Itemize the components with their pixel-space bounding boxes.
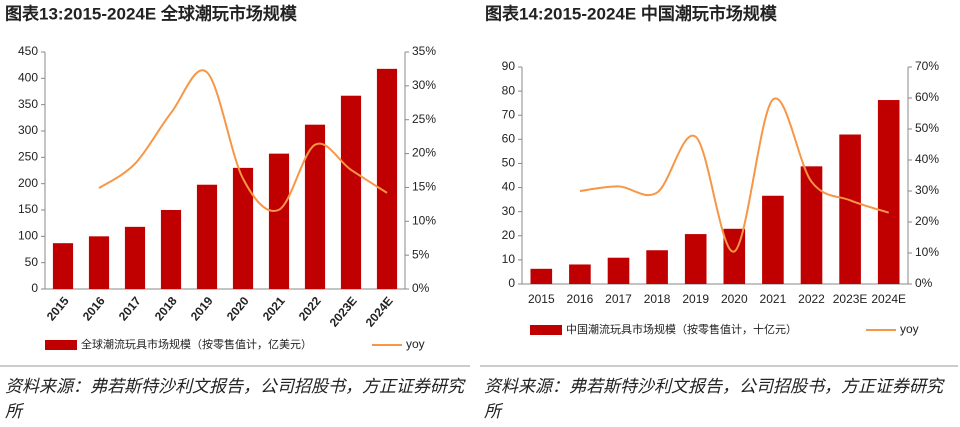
x-tick-label: 2024E bbox=[363, 294, 396, 330]
chart-title: 图表13:2015-2024E 全球潮玩市场规模 bbox=[5, 3, 298, 23]
x-tick-label: 2015 bbox=[44, 294, 72, 324]
y2-tick-label: 50% bbox=[915, 121, 939, 135]
y2-tick-label: 70% bbox=[915, 59, 939, 73]
y2-tick-label: 60% bbox=[915, 90, 939, 104]
source-note: 资料来源：弗若斯特沙利文报告，公司招股书，方正证券研究所 bbox=[484, 377, 943, 422]
y-tick-label: 0 bbox=[31, 281, 38, 295]
y-tick-label: 400 bbox=[18, 71, 38, 85]
y2-tick-label: 10% bbox=[412, 213, 436, 227]
y-tick-label: 200 bbox=[18, 176, 38, 190]
bar bbox=[52, 243, 74, 289]
legend-label: yoy bbox=[406, 337, 425, 351]
y2-tick-label: 25% bbox=[412, 112, 436, 126]
y2-tick-label: 40% bbox=[915, 152, 939, 166]
y-tick-label: 20 bbox=[502, 228, 516, 242]
bar bbox=[607, 257, 630, 284]
y2-tick-label: 20% bbox=[412, 146, 436, 160]
legend-label: 全球潮流玩具市场规模（按零售值计，亿美元） bbox=[81, 337, 312, 351]
y-tick-label: 60 bbox=[502, 132, 516, 146]
bar bbox=[88, 236, 110, 289]
legend-swatch bbox=[45, 340, 77, 350]
y-tick-label: 150 bbox=[18, 202, 38, 216]
x-tick-label: 2017 bbox=[605, 292, 632, 306]
yoy-line bbox=[579, 97, 890, 253]
y2-tick-label: 30% bbox=[412, 78, 436, 92]
x-tick-label: 2023E bbox=[327, 294, 360, 330]
y-tick-label: 300 bbox=[18, 123, 38, 137]
x-tick-label: 2024E bbox=[871, 292, 906, 306]
x-tick-label: 2018 bbox=[152, 294, 180, 324]
bar bbox=[839, 134, 861, 284]
x-tick-label: 2017 bbox=[116, 294, 144, 324]
yoy-line bbox=[98, 69, 388, 212]
bar bbox=[268, 153, 290, 289]
x-tick-label: 2022 bbox=[296, 294, 324, 324]
bar bbox=[569, 264, 591, 284]
bar bbox=[232, 167, 254, 289]
bar bbox=[762, 195, 784, 284]
bar bbox=[530, 268, 553, 284]
bar bbox=[376, 68, 398, 289]
y-tick-label: 10 bbox=[502, 252, 516, 266]
legend-label: 中国潮流玩具市场规模（按零售值计，十亿元） bbox=[566, 322, 797, 336]
x-tick-label: 2022 bbox=[798, 292, 825, 306]
y2-tick-label: 0% bbox=[915, 276, 933, 290]
bar bbox=[800, 166, 823, 284]
x-tick-label: 2021 bbox=[260, 294, 288, 324]
y-tick-label: 30 bbox=[502, 204, 516, 218]
y2-tick-label: 30% bbox=[915, 183, 939, 197]
x-tick-label: 2019 bbox=[682, 292, 709, 306]
bar bbox=[340, 95, 362, 289]
y2-tick-label: 15% bbox=[412, 180, 436, 194]
x-tick-label: 2016 bbox=[80, 294, 108, 324]
y-tick-label: 0 bbox=[508, 276, 515, 290]
bar bbox=[684, 234, 707, 284]
y-tick-label: 40 bbox=[502, 180, 516, 194]
y2-tick-label: 0% bbox=[412, 281, 430, 295]
legend-label: yoy bbox=[900, 322, 919, 336]
y-tick-label: 450 bbox=[18, 44, 38, 58]
bar bbox=[646, 250, 668, 284]
source-note: 资料来源：弗若斯特沙利文报告，公司招股书，方正证券研究所 bbox=[5, 377, 464, 422]
chart-title: 图表14:2015-2024E 中国潮玩市场规模 bbox=[485, 3, 778, 23]
x-tick-label: 2023E bbox=[833, 292, 868, 306]
y-tick-label: 80 bbox=[502, 83, 516, 97]
x-tick-label: 2019 bbox=[188, 294, 216, 324]
y-tick-label: 350 bbox=[18, 97, 38, 111]
x-tick-label: 2018 bbox=[644, 292, 671, 306]
y-tick-label: 50 bbox=[502, 156, 516, 170]
x-tick-label: 2015 bbox=[528, 292, 555, 306]
y2-tick-label: 5% bbox=[412, 247, 430, 261]
y-tick-label: 50 bbox=[25, 255, 39, 269]
bar bbox=[124, 226, 146, 289]
y-tick-label: 90 bbox=[502, 59, 516, 73]
x-tick-label: 2016 bbox=[567, 292, 594, 306]
y-tick-label: 100 bbox=[18, 229, 38, 243]
x-tick-label: 2020 bbox=[721, 292, 748, 306]
bar bbox=[304, 124, 326, 290]
x-tick-label: 2020 bbox=[224, 294, 252, 324]
bar bbox=[160, 210, 182, 289]
y2-tick-label: 20% bbox=[915, 214, 939, 228]
y2-tick-label: 35% bbox=[412, 44, 436, 58]
y-tick-label: 250 bbox=[18, 150, 38, 164]
bar bbox=[196, 184, 218, 289]
legend-swatch bbox=[530, 325, 562, 335]
x-tick-label: 2021 bbox=[760, 292, 787, 306]
bar bbox=[877, 100, 900, 284]
y2-tick-label: 10% bbox=[915, 245, 939, 259]
y-tick-label: 70 bbox=[502, 107, 516, 121]
